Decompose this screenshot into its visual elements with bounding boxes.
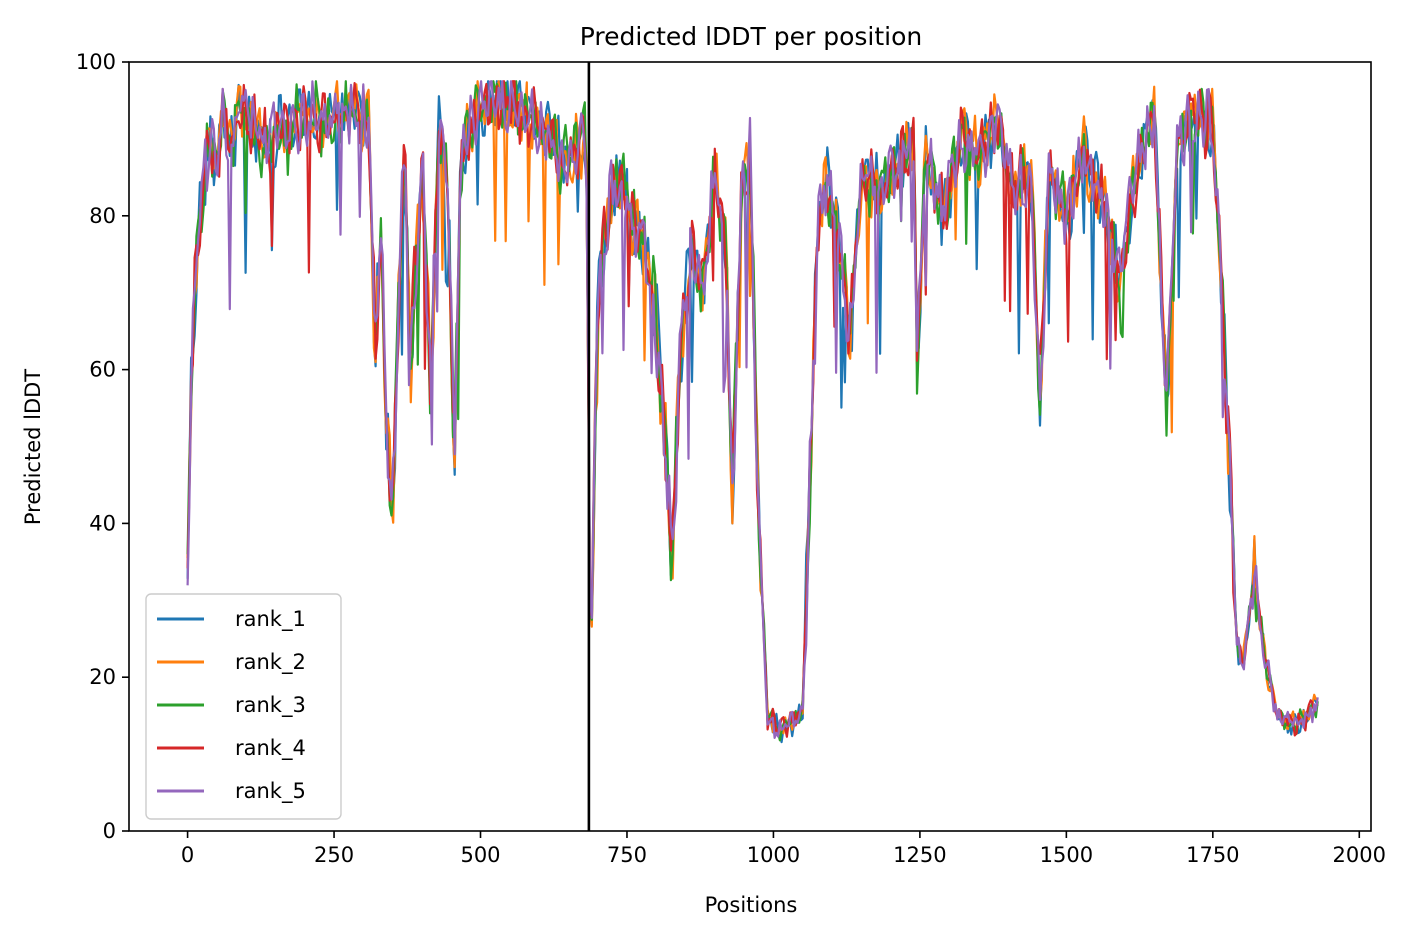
x-tick-label: 1000 [747, 843, 800, 867]
y-tick-label: 0 [103, 819, 116, 843]
legend-label-rank_4: rank_4 [235, 736, 306, 761]
x-tick-label: 1500 [1040, 843, 1093, 867]
x-tick-label: 500 [460, 843, 500, 867]
x-tick-label: 250 [314, 843, 354, 867]
y-axis-title: Predicted lDDT [21, 369, 45, 525]
series-line-rank_2 [186, 80, 1319, 738]
x-tick-label: 750 [607, 843, 647, 867]
x-tick-label: 1750 [1186, 843, 1239, 867]
y-tick-label: 100 [76, 50, 116, 74]
legend-label-rank_3: rank_3 [235, 693, 306, 718]
plot-border [128, 61, 1372, 832]
y-tick-label: 60 [89, 358, 116, 382]
x-tick-label: 0 [181, 843, 194, 867]
y-tick-label: 20 [89, 665, 116, 689]
x-axis-title: Positions [705, 893, 798, 917]
series-line-rank_5 [186, 80, 1319, 739]
y-tick-label: 80 [89, 204, 116, 228]
plot-frame [128, 61, 1372, 832]
legend-label-rank_5: rank_5 [235, 779, 306, 804]
x-tick-label: 1250 [893, 843, 946, 867]
series-line-rank_1 [186, 80, 1319, 744]
axis-ticks: 0 250 500 750 1000 1250 1500 1750 2000 0 20 40 60 80 1… [76, 50, 1386, 867]
series-line-rank_4 [186, 80, 1319, 738]
series-line-rank_3 [186, 80, 1319, 742]
series-lines [186, 80, 1319, 744]
y-tick-label: 40 [89, 511, 116, 535]
legend-label-rank_2: rank_2 [235, 650, 306, 675]
chart-title: Predicted lDDT per position [580, 22, 922, 51]
x-tick-label: 2000 [1333, 843, 1386, 867]
legend-label-rank_1: rank_1 [235, 607, 306, 632]
legend-box [145, 593, 342, 820]
legend: rank_1 rank_2 rank_3 rank_4 rank_5 [145, 593, 342, 820]
